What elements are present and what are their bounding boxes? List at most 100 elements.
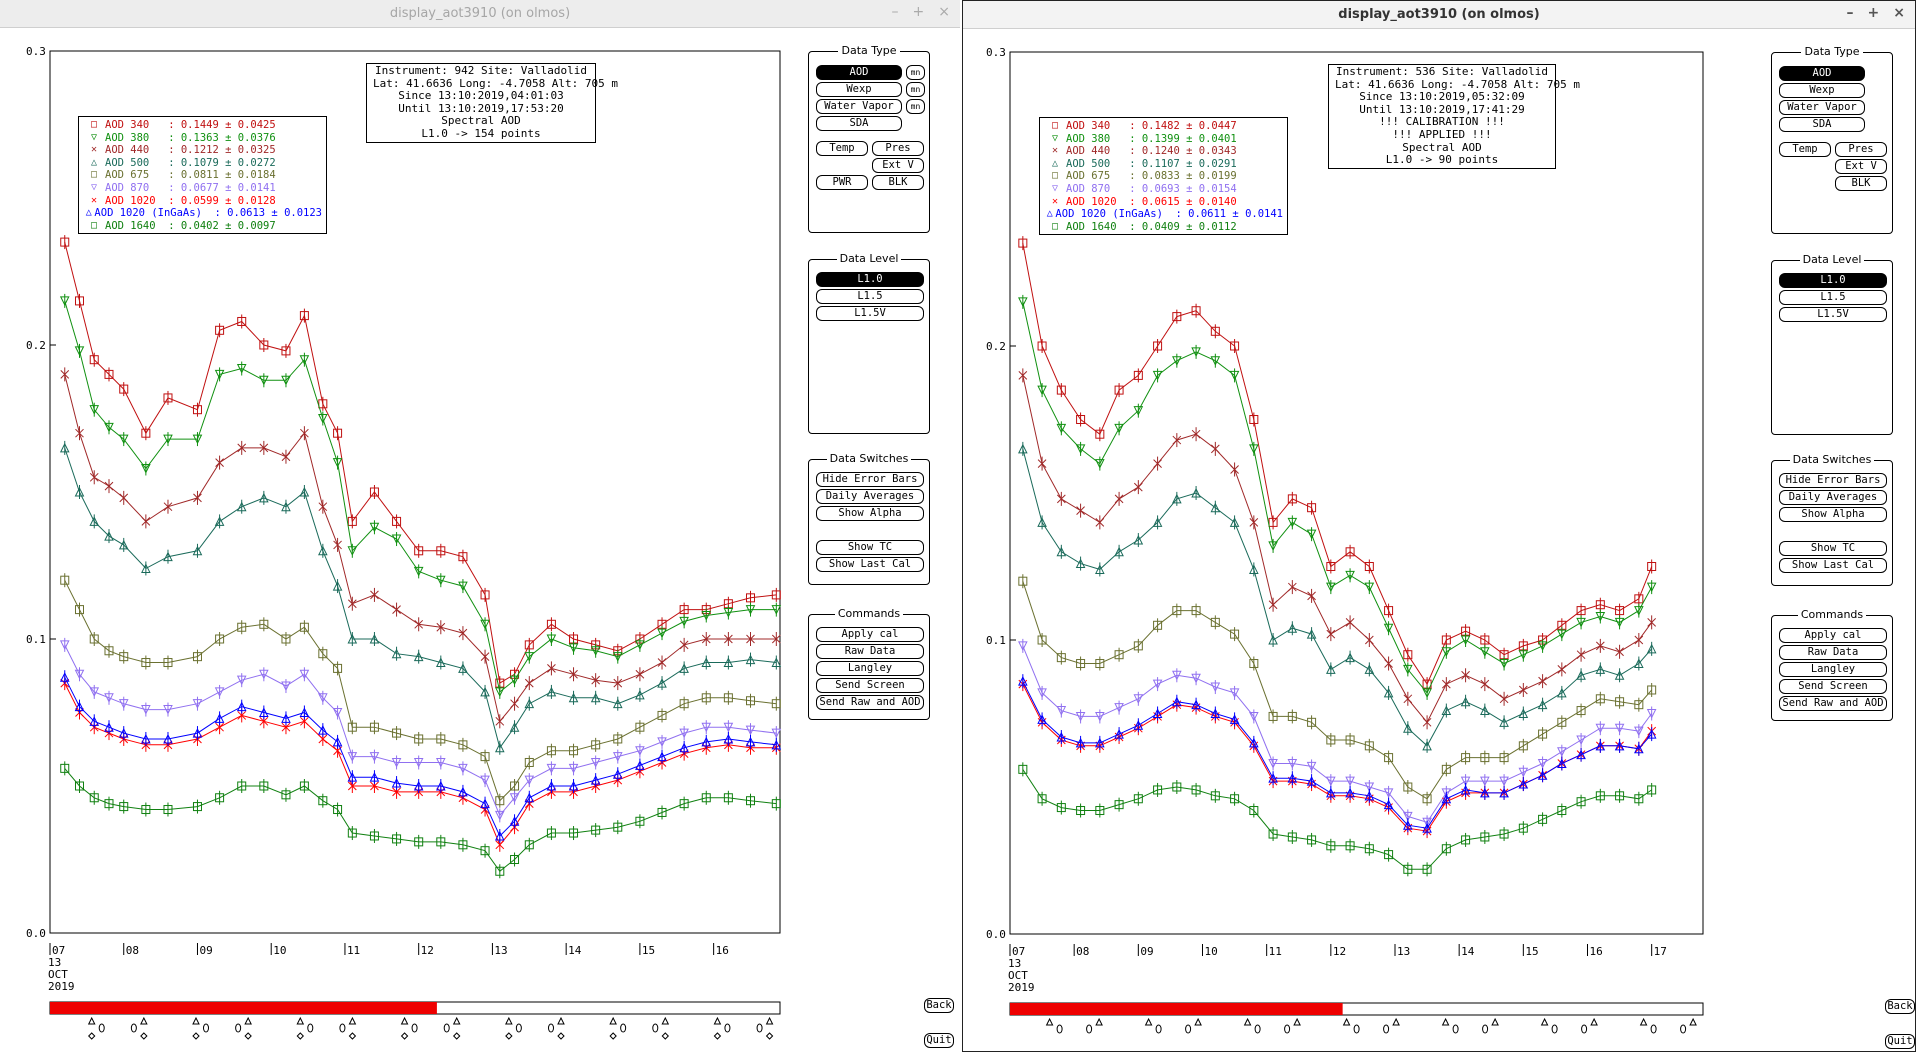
water-vapor-mn-button[interactable]: mn (906, 99, 925, 114)
panel-title: Data Switches (1789, 453, 1875, 466)
minimize-icon[interactable]: – (1846, 5, 1854, 21)
show-last-cal-button[interactable]: Show Last Cal (816, 557, 924, 572)
series-aod-1020 (60, 676, 781, 852)
daily-averages-button[interactable]: Daily Averages (1779, 490, 1887, 505)
ext-v-button[interactable]: Ext V (872, 158, 924, 173)
close-icon[interactable]: × (938, 4, 950, 20)
maximize-icon[interactable]: + (912, 4, 925, 20)
wexp-button[interactable]: Wexp (816, 82, 902, 97)
data-point (509, 722, 520, 732)
raw-data-button[interactable]: Raw Data (1779, 645, 1887, 660)
level-l15v-button[interactable]: L1.5V (816, 306, 924, 321)
data-point (215, 458, 224, 467)
quit-button[interactable]: Quit (924, 1033, 954, 1048)
send-screen-button[interactable]: Send Screen (1779, 679, 1887, 694)
back-button[interactable]: Back (1885, 999, 1915, 1014)
data-point (1249, 711, 1259, 722)
triangle-marker-icon (1243, 1017, 1252, 1026)
wexp-button[interactable]: Wexp (1779, 83, 1865, 98)
langley-button[interactable]: Langley (816, 661, 924, 676)
hide-error-bars-button[interactable]: Hide Error Bars (816, 472, 924, 487)
apply-cal-button[interactable]: Apply cal (816, 627, 924, 642)
data-point (1345, 570, 1355, 581)
send-screen-button[interactable]: Send Screen (816, 678, 924, 693)
pres-button[interactable]: Pres (872, 141, 924, 156)
data-point (1306, 761, 1317, 772)
data-point (1287, 494, 1297, 504)
sda-button[interactable]: SDA (816, 116, 902, 131)
show-tc-button[interactable]: Show TC (1779, 541, 1887, 556)
temp-button[interactable]: Temp (1779, 142, 1831, 157)
oval-marker-icon (1551, 1024, 1558, 1034)
minimize-icon[interactable]: – (891, 4, 899, 20)
send-raw-and-aod-button[interactable]: Send Raw and AOD (816, 695, 924, 710)
level-l15-button[interactable]: L1.5 (816, 289, 924, 304)
ext-v-button[interactable]: Ext V (1835, 159, 1887, 174)
show-last-cal-button[interactable]: Show Last Cal (1779, 558, 1887, 573)
hide-error-bars-button[interactable]: Hide Error Bars (1779, 473, 1887, 488)
quit-button[interactable]: Quit (1885, 1034, 1915, 1049)
data-point (414, 734, 424, 744)
data-point (59, 296, 70, 307)
close-icon[interactable]: × (1893, 5, 1905, 21)
water-vapor-button[interactable]: Water Vapor (1779, 100, 1865, 115)
send-raw-and-aod-button[interactable]: Send Raw and AOD (1779, 696, 1887, 711)
data-point (1647, 618, 1657, 627)
maximize-icon[interactable]: + (1867, 5, 1880, 21)
aod-button[interactable]: AOD (816, 65, 902, 80)
back-button[interactable]: Back (924, 998, 954, 1013)
show-alpha-button[interactable]: Show Alpha (816, 506, 924, 521)
data-point (1172, 670, 1182, 681)
data-point (458, 840, 468, 850)
level-l15v-button[interactable]: L1.5V (1779, 307, 1887, 322)
data-point (1403, 650, 1413, 660)
show-tc-button[interactable]: Show TC (816, 540, 924, 555)
data-point (458, 740, 468, 750)
level-l10-button[interactable]: L1.0 (1779, 273, 1887, 288)
data-point (1557, 747, 1567, 757)
wexp-mn-button[interactable]: mn (906, 82, 925, 97)
sda-button[interactable]: SDA (1779, 117, 1865, 132)
blk-button[interactable]: BLK (1835, 176, 1887, 191)
blk-button[interactable]: BLK (872, 175, 924, 190)
data-point (1095, 659, 1105, 669)
data-point (104, 799, 114, 809)
pres-button[interactable]: Pres (1835, 142, 1887, 157)
apply-cal-button[interactable]: Apply cal (1779, 628, 1887, 643)
temp-button[interactable]: Temp (816, 141, 868, 156)
level-l15-button[interactable]: L1.5 (1779, 290, 1887, 305)
data-point (332, 708, 343, 718)
diamond-marker-icon (661, 1032, 669, 1040)
langley-button[interactable]: Langley (1779, 662, 1887, 677)
data-point (494, 687, 505, 698)
data-point (495, 796, 505, 806)
level-l10-button[interactable]: L1.0 (816, 272, 924, 287)
pwr-button[interactable]: PWR (816, 175, 868, 190)
data-point (1307, 591, 1316, 601)
daily-averages-button[interactable]: Daily Averages (816, 489, 924, 504)
show-alpha-button[interactable]: Show Alpha (1779, 507, 1887, 522)
info-line: L1.0 -> 154 points (421, 126, 541, 140)
aod-button[interactable]: AOD (1779, 66, 1865, 81)
aod-mn-button[interactable]: mn (906, 65, 925, 80)
data-point (369, 522, 380, 533)
data-point (1114, 494, 1124, 504)
raw-data-button[interactable]: Raw Data (816, 644, 924, 659)
data-point (679, 616, 689, 627)
oval-marker-icon (1284, 1024, 1291, 1034)
oval-marker-icon (235, 1023, 242, 1033)
water-vapor-button[interactable]: Water Vapor (816, 99, 902, 114)
triangle-marker-icon (400, 1016, 409, 1025)
triangle-marker-icon (713, 1016, 722, 1025)
window-titlebar[interactable]: display_aot3910 (on olmos) – + × (0, 0, 960, 28)
data-point (1499, 776, 1509, 787)
data-point (495, 866, 505, 876)
data-point (89, 716, 100, 726)
window-titlebar[interactable]: display_aot3910 (on olmos) – + × (963, 1, 1915, 29)
oval-marker-icon (756, 1023, 763, 1033)
x-date-label: 13 (1008, 957, 1021, 970)
data-point (370, 590, 379, 600)
data-point (1403, 820, 1413, 830)
x-tick-label: 12 (1333, 945, 1346, 958)
data-point (1499, 829, 1509, 839)
